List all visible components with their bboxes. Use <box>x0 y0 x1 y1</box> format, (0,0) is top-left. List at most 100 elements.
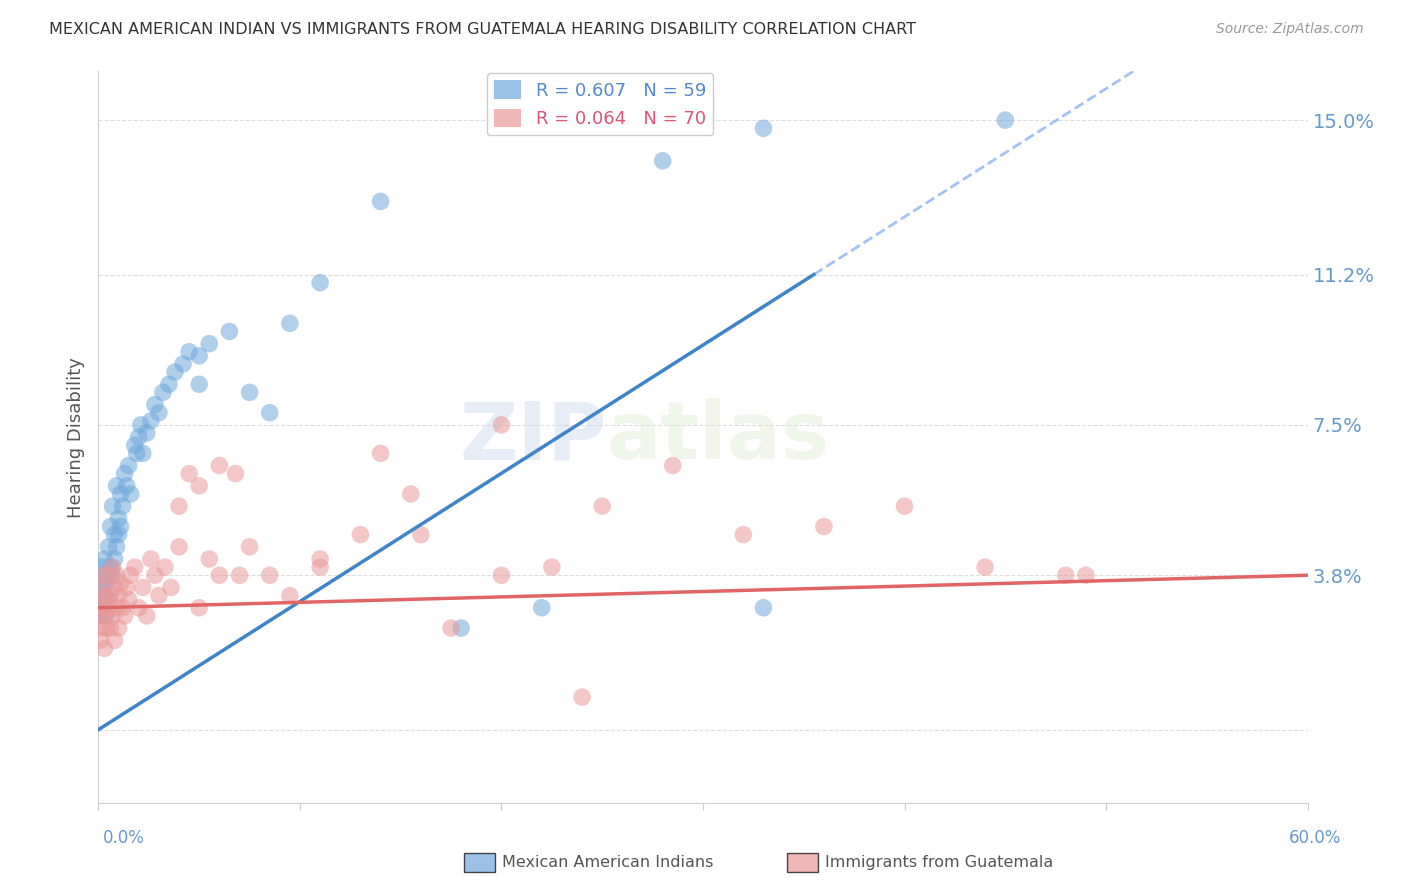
Text: MEXICAN AMERICAN INDIAN VS IMMIGRANTS FROM GUATEMALA HEARING DISABILITY CORRELAT: MEXICAN AMERICAN INDIAN VS IMMIGRANTS FR… <box>49 22 917 37</box>
Point <box>128 430 150 444</box>
Point <box>93 552 115 566</box>
Point <box>1074 568 1097 582</box>
Point <box>115 479 138 493</box>
Point <box>97 568 120 582</box>
Point <box>143 568 166 582</box>
Point <box>571 690 593 705</box>
Point <box>813 519 835 533</box>
Point <box>115 581 138 595</box>
Point <box>105 540 128 554</box>
Point <box>111 600 134 615</box>
Point <box>661 458 683 473</box>
Point <box>208 458 231 473</box>
Point <box>114 608 136 623</box>
Point <box>107 511 129 525</box>
Point <box>188 479 211 493</box>
Point <box>107 589 129 603</box>
Point <box>105 479 128 493</box>
Point <box>105 568 128 582</box>
Point <box>100 589 122 603</box>
Point <box>278 589 301 603</box>
Point <box>974 560 997 574</box>
Point <box>91 600 114 615</box>
Text: 60.0%: 60.0% <box>1288 829 1341 847</box>
Point <box>440 621 463 635</box>
Point <box>132 581 155 595</box>
Point <box>309 276 332 290</box>
Point <box>124 560 146 574</box>
Point <box>118 592 141 607</box>
Point <box>96 592 118 607</box>
Point <box>89 592 111 607</box>
Point <box>224 467 246 481</box>
Point <box>97 600 120 615</box>
Point <box>188 600 211 615</box>
Point <box>93 641 115 656</box>
Point <box>167 540 190 554</box>
Point <box>111 499 134 513</box>
Point <box>103 633 125 648</box>
Point <box>198 552 221 566</box>
Point <box>399 487 422 501</box>
Point <box>208 568 231 582</box>
Point <box>143 398 166 412</box>
Point <box>129 417 152 432</box>
Point <box>93 589 115 603</box>
Point <box>733 527 755 541</box>
Point <box>120 568 142 582</box>
Point <box>591 499 613 513</box>
Point <box>101 608 124 623</box>
Point <box>96 621 118 635</box>
Point <box>179 344 201 359</box>
Point <box>530 600 553 615</box>
Point <box>125 446 148 460</box>
Point <box>349 527 371 541</box>
Point <box>370 446 392 460</box>
Point <box>91 560 114 574</box>
Point <box>93 589 115 603</box>
Point <box>278 316 301 330</box>
Point <box>135 425 157 440</box>
Point <box>96 576 118 591</box>
Point <box>89 568 111 582</box>
Point <box>128 600 150 615</box>
Point <box>1054 568 1077 582</box>
Point <box>110 487 132 501</box>
Point <box>228 568 250 582</box>
Point <box>218 325 240 339</box>
Point <box>198 336 221 351</box>
Point <box>491 568 513 582</box>
Point <box>157 377 180 392</box>
Text: Immigrants from Guatemala: Immigrants from Guatemala <box>825 855 1053 870</box>
Point <box>160 581 183 595</box>
Point <box>124 438 146 452</box>
Point <box>139 414 162 428</box>
Point <box>309 560 332 574</box>
Point <box>450 621 472 635</box>
Text: atlas: atlas <box>606 398 830 476</box>
Legend: R = 0.607   N = 59, R = 0.064   N = 70: R = 0.607 N = 59, R = 0.064 N = 70 <box>486 73 713 136</box>
Point <box>91 600 114 615</box>
Point <box>148 589 170 603</box>
Point <box>239 385 262 400</box>
Point <box>120 487 142 501</box>
Point <box>107 621 129 635</box>
Point <box>103 581 125 595</box>
Point <box>97 592 120 607</box>
Point <box>103 527 125 541</box>
Point <box>491 417 513 432</box>
Point <box>100 560 122 574</box>
Point <box>409 527 432 541</box>
Point <box>188 349 211 363</box>
Text: ZIP: ZIP <box>458 398 606 476</box>
Point <box>163 365 186 379</box>
Point <box>100 621 122 635</box>
Point <box>91 568 114 582</box>
Text: Mexican American Indians: Mexican American Indians <box>502 855 713 870</box>
Point <box>101 560 124 574</box>
Point <box>752 121 775 136</box>
Point <box>89 581 111 595</box>
Point <box>651 153 673 168</box>
Point <box>309 552 332 566</box>
Point <box>89 608 111 623</box>
